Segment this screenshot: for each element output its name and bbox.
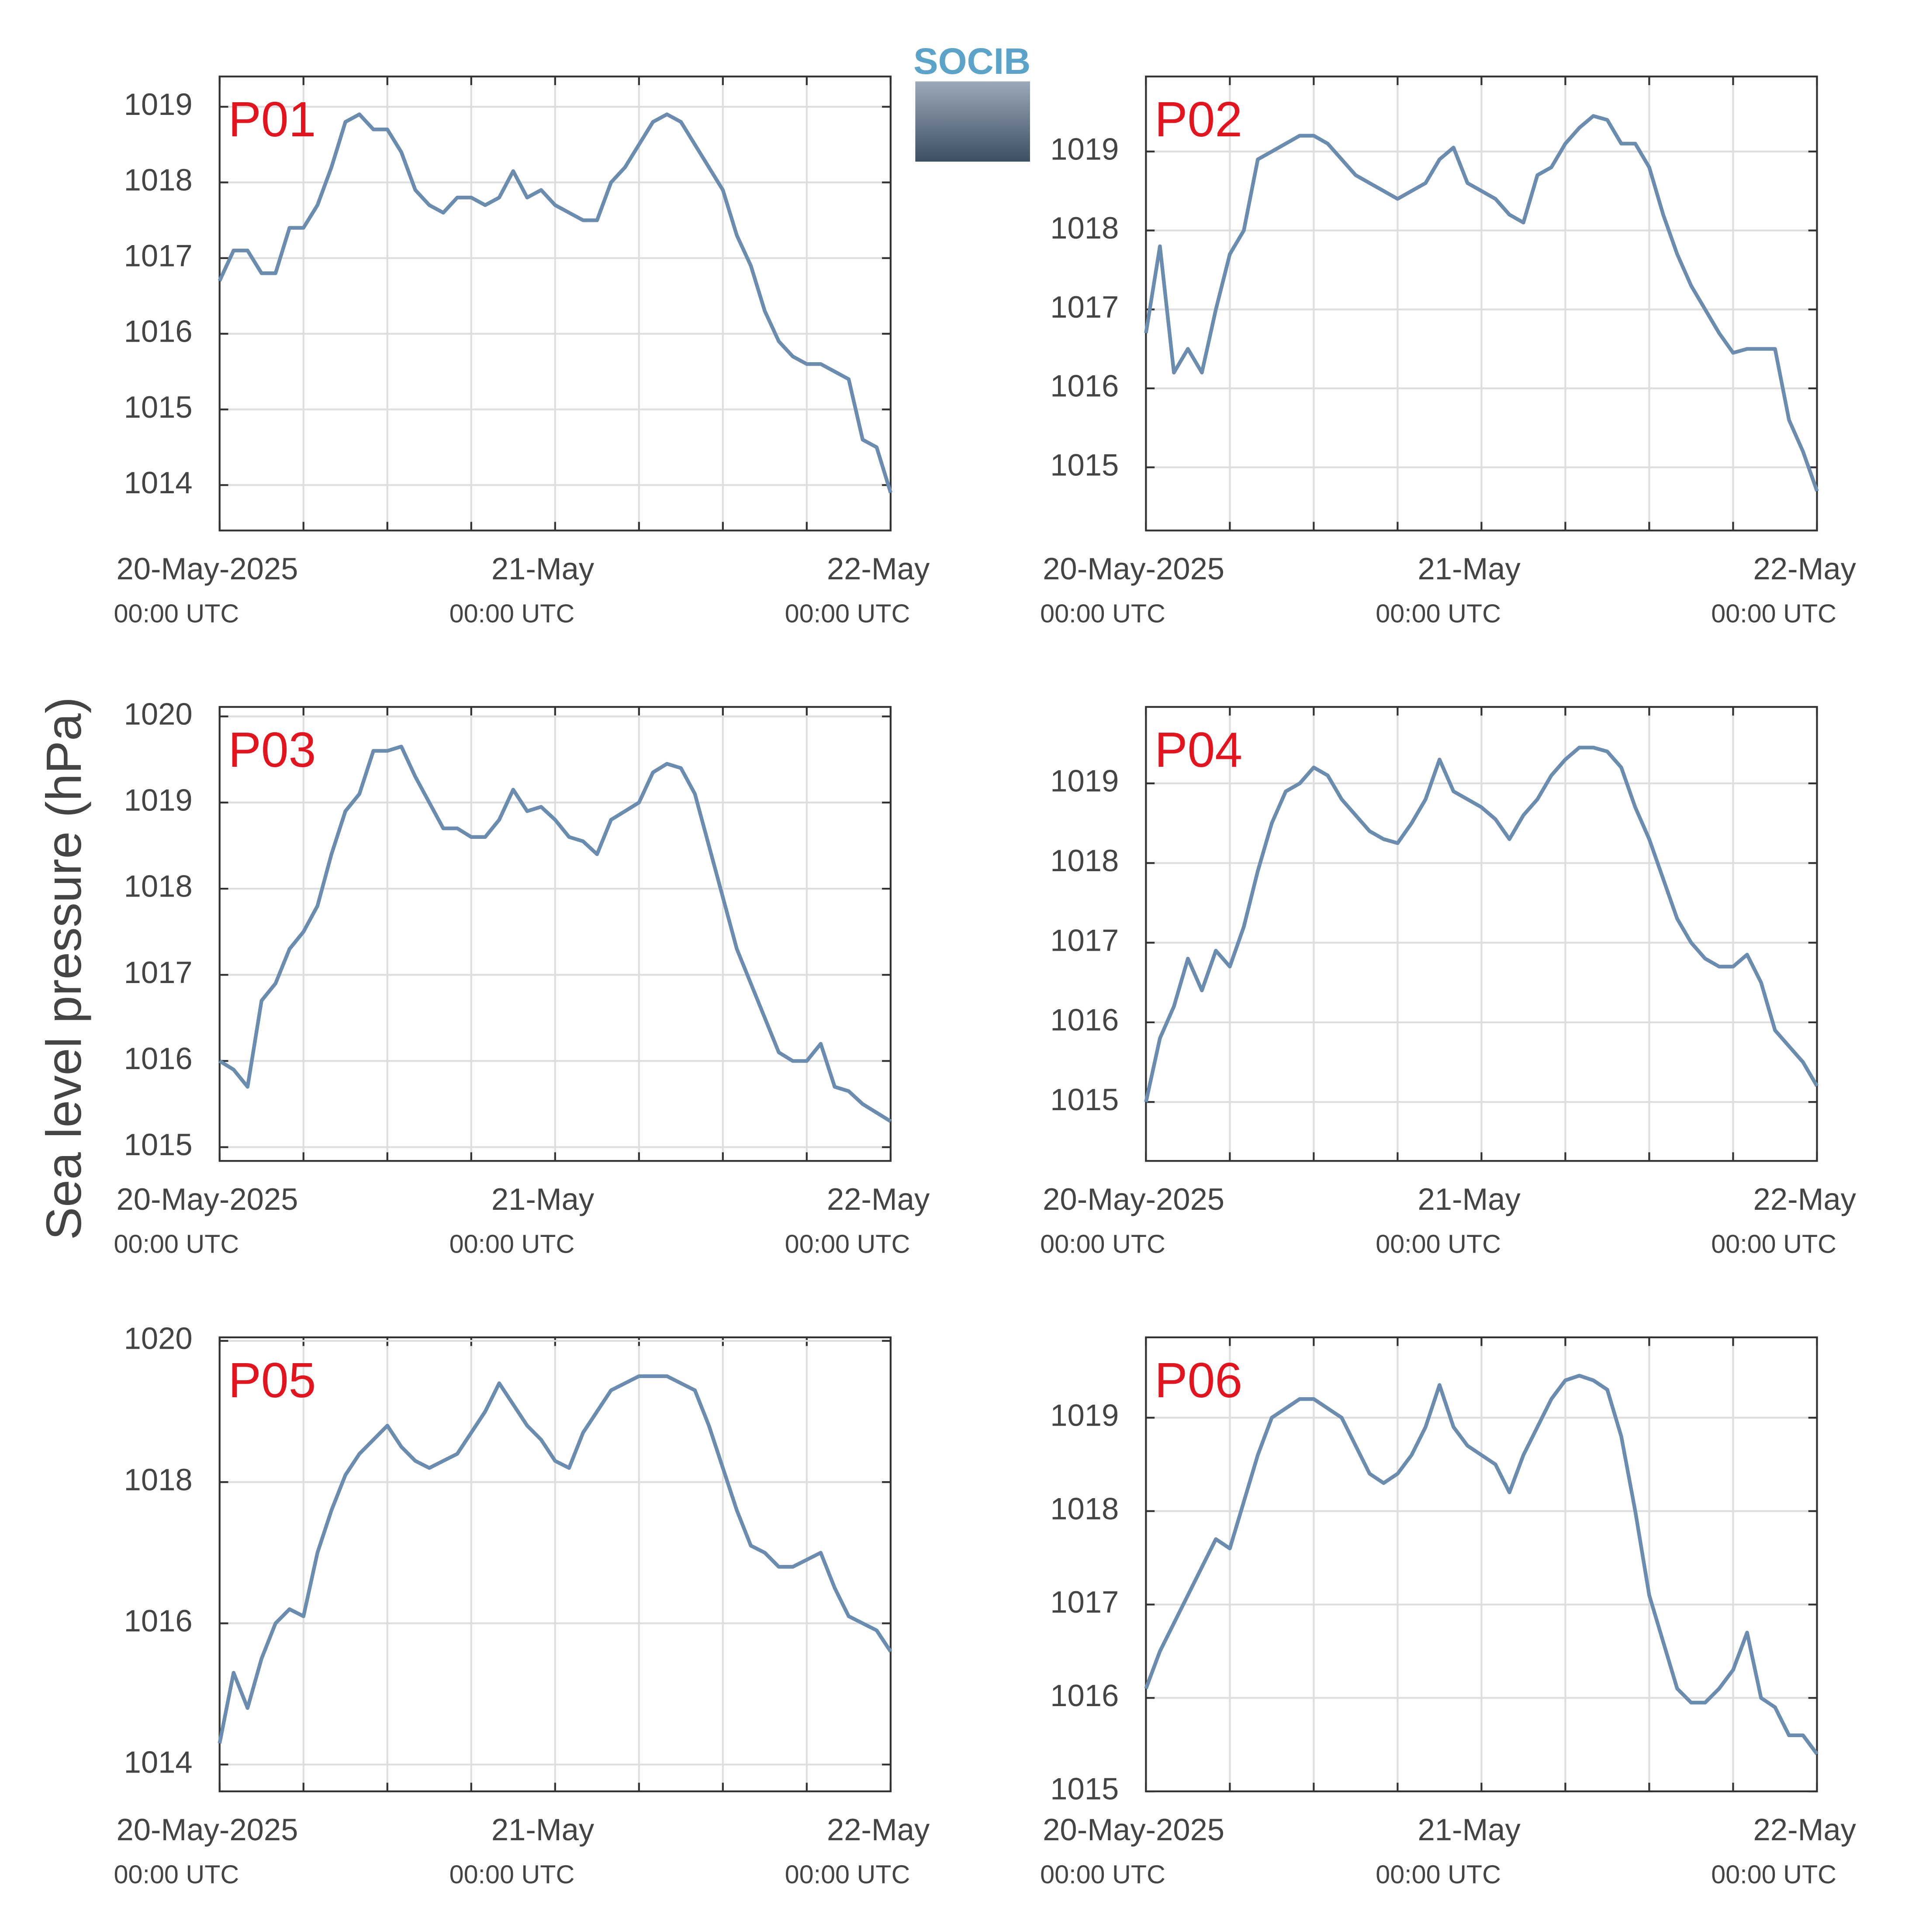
x-tick-sublabel: 00:00 UTC	[1376, 599, 1501, 628]
y-tick-label: 1018	[124, 869, 193, 904]
x-tick-label: 20-May-2025	[1043, 1182, 1224, 1216]
x-tick-sublabel: 00:00 UTC	[785, 1860, 910, 1889]
panel: 20-May-2025 00:00 UTC 21-May 00:00 UTC 22-Ma…	[114, 75, 930, 628]
x-tick-label: 22-May	[827, 1182, 930, 1216]
x-tick-label: 21-May	[1418, 1812, 1521, 1847]
x-tick-label: 20-May-2025	[117, 551, 298, 586]
x-tick-label: 22-May	[827, 1812, 930, 1847]
y-tick-label: 1020	[124, 1321, 193, 1356]
y-tick-label: 1019	[1050, 132, 1119, 166]
y-tick-label: 1016	[1050, 1678, 1119, 1713]
y-tick-label: 1014	[124, 465, 193, 500]
x-tick-sublabel: 00:00 UTC	[449, 1860, 575, 1889]
x-tick-label: 22-May	[827, 551, 930, 586]
line-series	[218, 1374, 892, 1744]
y-tick-label: 1015	[124, 1127, 193, 1162]
x-tick-label: 21-May	[491, 1182, 595, 1216]
y-tick-label: 1016	[1050, 369, 1119, 403]
x-tick-sublabel: 00:00 UTC	[1711, 1860, 1836, 1889]
y-tick-label: 1014	[124, 1745, 193, 1779]
x-tick-sublabel: 00:00 UTC	[449, 1229, 575, 1259]
line-series	[218, 112, 892, 493]
x-tick-sublabel: 00:00 UTC	[1376, 1860, 1501, 1889]
y-tick-label: 1019	[124, 783, 193, 817]
y-tick-label: 1015	[1050, 1082, 1119, 1117]
y-tick-label: 1017	[124, 238, 193, 273]
y-tick-label: 1016	[1050, 1003, 1119, 1037]
x-tick-label: 20-May-2025	[117, 1812, 298, 1847]
axes-box	[1145, 706, 1818, 1162]
axes-box	[1145, 75, 1818, 532]
x-tick-sublabel: 00:00 UTC	[1711, 599, 1836, 628]
x-tick-sublabel: 00:00 UTC	[1040, 1229, 1165, 1259]
panel-title: P01	[228, 92, 316, 147]
x-tick-label: 20-May-2025	[1043, 551, 1224, 586]
y-tick-label: 1018	[1050, 843, 1119, 878]
panel: 20-May-2025 00:00 UTC 21-May 00:00 UTC 22-Ma…	[114, 1321, 930, 1889]
x-tick-sublabel: 00:00 UTC	[785, 1229, 910, 1259]
y-tick-label: 1017	[1050, 290, 1119, 324]
y-tick-label: 1016	[124, 314, 193, 349]
y-tick-label: 1018	[1050, 211, 1119, 245]
x-tick-sublabel: 00:00 UTC	[114, 599, 239, 628]
panel-title: P02	[1155, 92, 1242, 147]
y-tick-label: 1018	[1050, 1491, 1119, 1526]
y-tick-label: 1015	[1050, 1772, 1119, 1806]
y-tick-label: 1019	[124, 87, 193, 121]
x-tick-label: 22-May	[1753, 1812, 1857, 1847]
y-tick-label: 1018	[124, 163, 193, 197]
axes-box	[218, 75, 892, 532]
x-tick-label: 20-May-2025	[117, 1182, 298, 1216]
logo-block	[915, 81, 1030, 162]
y-tick-label: 1016	[124, 1603, 193, 1638]
y-tick-label: 1017	[1050, 923, 1119, 957]
x-tick-label: 22-May	[1753, 551, 1857, 586]
x-tick-label: 21-May	[491, 1812, 595, 1847]
y-tick-label: 1020	[124, 696, 193, 731]
line-series	[1144, 114, 1819, 492]
x-tick-sublabel: 00:00 UTC	[449, 599, 575, 628]
y-tick-label: 1018	[124, 1462, 193, 1497]
y-axis-label: Sea level pressure (hPa)	[36, 697, 91, 1240]
y-tick-label: 1015	[124, 390, 193, 424]
panel: 20-May-2025 00:00 UTC 21-May 00:00 UTC 22-Ma…	[1040, 75, 1857, 628]
x-tick-sublabel: 00:00 UTC	[1040, 599, 1165, 628]
y-tick-label: 1017	[1050, 1585, 1119, 1619]
x-tick-label: 21-May	[491, 551, 595, 586]
x-tick-sublabel: 00:00 UTC	[1711, 1229, 1836, 1259]
x-tick-label: 20-May-2025	[1043, 1812, 1224, 1847]
x-tick-label: 22-May	[1753, 1182, 1857, 1216]
panel: 20-May-2025 00:00 UTC 21-May 00:00 UTC 22-Ma…	[114, 696, 930, 1258]
panel-title: P06	[1155, 1353, 1242, 1408]
line-series	[218, 744, 892, 1123]
y-tick-label: 1015	[1050, 447, 1119, 482]
y-tick-label: 1016	[124, 1041, 193, 1076]
x-tick-sublabel: 00:00 UTC	[114, 1860, 239, 1889]
panel: 20-May-2025 00:00 UTC 21-May 00:00 UTC 22-Ma…	[1040, 706, 1857, 1259]
logo: SOCIB	[913, 40, 1030, 162]
line-series	[1144, 1374, 1819, 1755]
x-tick-sublabel: 00:00 UTC	[114, 1229, 239, 1259]
y-tick-label: 1019	[1050, 764, 1119, 798]
x-tick-sublabel: 00:00 UTC	[1040, 1860, 1165, 1889]
axes-box	[218, 706, 892, 1162]
x-tick-sublabel: 00:00 UTC	[785, 599, 910, 628]
panel-title: P05	[228, 1353, 316, 1408]
panel-title: P04	[1155, 722, 1242, 777]
x-tick-label: 21-May	[1418, 1182, 1521, 1216]
logo-text: SOCIB	[913, 40, 1030, 82]
line-series	[1144, 745, 1819, 1103]
axes-box	[1145, 1336, 1818, 1793]
panel: 20-May-2025 00:00 UTC 21-May 00:00 UTC 22-Ma…	[1040, 1336, 1857, 1889]
axes-box	[218, 1336, 892, 1793]
x-tick-sublabel: 00:00 UTC	[1376, 1229, 1501, 1259]
y-tick-label: 1019	[1050, 1398, 1119, 1432]
x-tick-label: 21-May	[1418, 551, 1521, 586]
panel-title: P03	[228, 722, 316, 777]
y-tick-label: 1017	[124, 955, 193, 990]
